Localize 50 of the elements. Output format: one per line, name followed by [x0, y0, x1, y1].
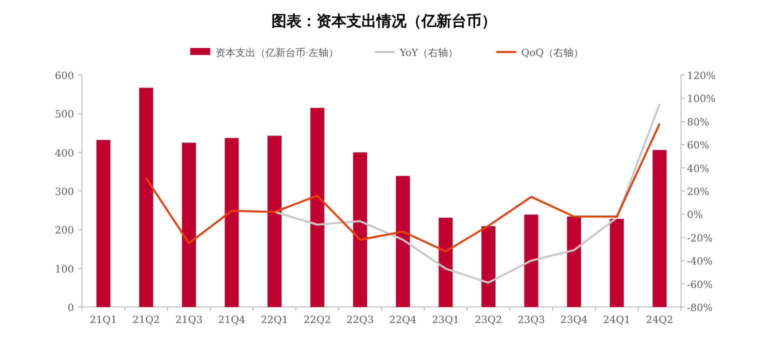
y2-tick-label: 80% [687, 117, 710, 128]
bar [139, 88, 154, 307]
x-tick-label: 23Q1 [432, 315, 460, 326]
x-tick-label: 21Q2 [132, 315, 160, 326]
x-tick-label: 24Q2 [646, 315, 674, 326]
chart-title: 图表：资本支出情况（亿新台币） [272, 12, 496, 30]
bar [652, 150, 667, 307]
y2-tick-label: -40% [687, 256, 713, 268]
x-tick-label: 23Q4 [560, 315, 588, 326]
bar [182, 142, 196, 307]
y2-tick-label: -80% [687, 303, 713, 314]
x-tick-label: 22Q1 [260, 315, 288, 326]
x-tick-label: 23Q3 [518, 315, 545, 326]
y2-tick-label: -60% [687, 280, 713, 291]
bar [96, 140, 110, 307]
x-tick-label: 24Q1 [603, 315, 630, 326]
bar [396, 176, 410, 307]
bar [353, 152, 368, 307]
y-tick-label: 500 [54, 110, 74, 121]
y2-tick-label: 60% [687, 140, 710, 152]
y-tick-label: 400 [54, 148, 74, 160]
y2-tick-label: 120% [687, 71, 716, 82]
bar [481, 226, 496, 307]
x-tick-label: 21Q4 [218, 315, 246, 326]
y-tick-label: 200 [54, 226, 74, 237]
x-tick-label: 23Q2 [474, 315, 502, 326]
bar [310, 108, 324, 307]
x-tick-label: 22Q3 [346, 315, 374, 326]
x-tick-label: 22Q4 [389, 315, 417, 326]
x-tick-label: 21Q1 [90, 315, 118, 326]
bar [438, 218, 453, 307]
x-tick-label: 21Q3 [175, 315, 203, 326]
bar [567, 216, 582, 307]
bar [524, 214, 538, 307]
y2-tick-label: 20% [687, 187, 710, 198]
legend-label: 资本支出（亿新台币·左轴） [215, 47, 338, 59]
bar [268, 136, 282, 307]
y2-tick-label: 100% [687, 94, 716, 106]
legend-label: YoY（右轴） [398, 47, 458, 59]
y2-tick-label: 40% [687, 164, 710, 175]
y-tick-label: 300 [54, 187, 74, 198]
y-tick-label: 600 [54, 71, 74, 82]
y-tick-label: 0 [68, 303, 74, 314]
y-tick-label: 100 [54, 264, 74, 276]
bar [224, 138, 239, 307]
y2-tick-label: -20% [687, 233, 713, 244]
x-tick-label: 22Q2 [304, 315, 331, 326]
legend-label: QoQ（右轴） [521, 47, 584, 59]
bar [610, 218, 624, 307]
y2-tick-label: 0% [687, 210, 703, 222]
